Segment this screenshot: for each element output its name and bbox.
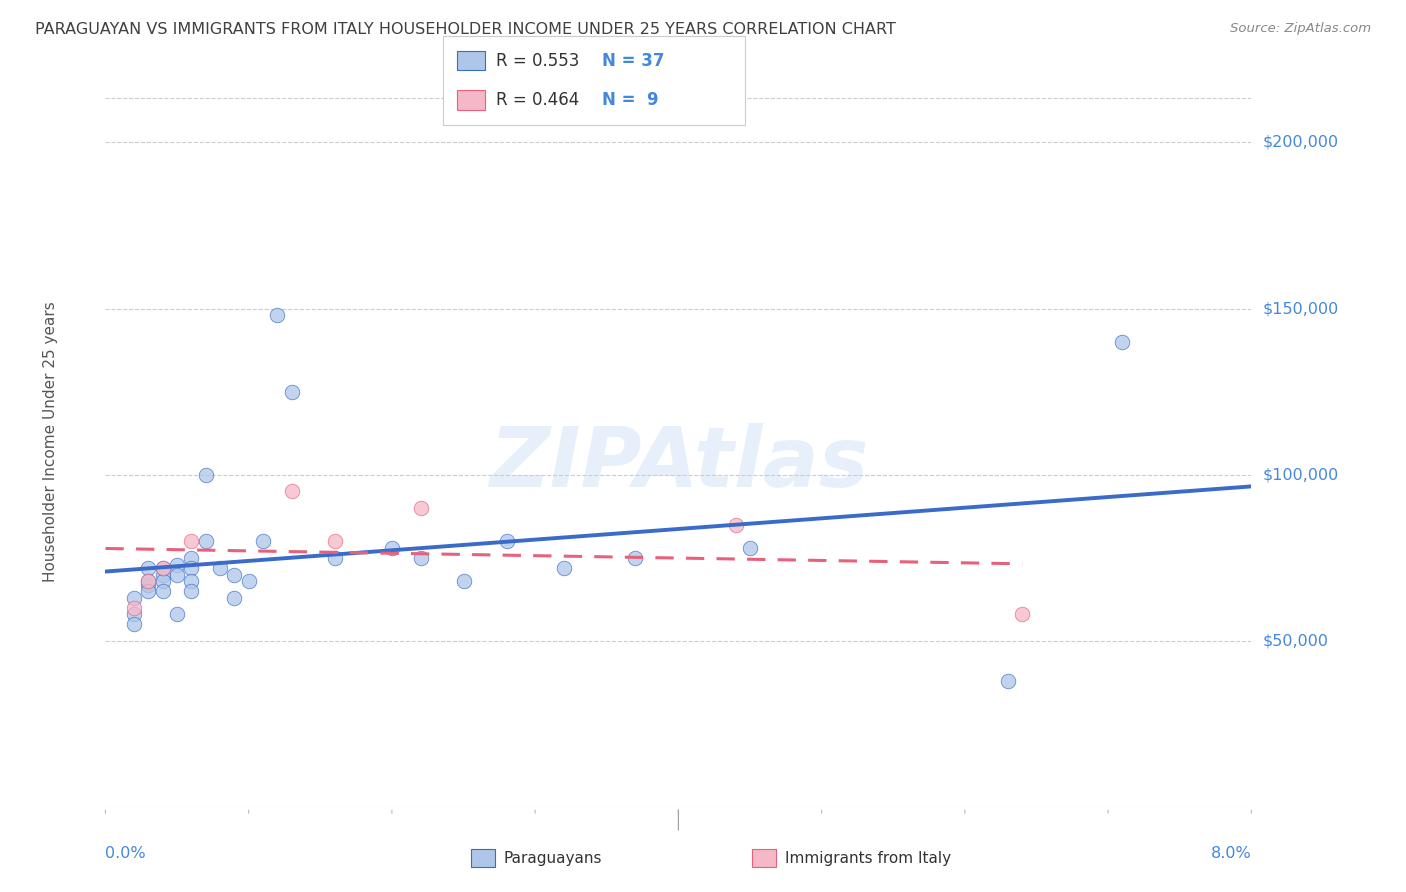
Point bbox=[266, 308, 288, 322]
Point bbox=[122, 617, 145, 632]
Point bbox=[238, 574, 260, 589]
Point bbox=[1011, 607, 1033, 622]
Point bbox=[280, 484, 302, 499]
Point bbox=[453, 574, 475, 589]
Point bbox=[180, 550, 202, 565]
Point bbox=[409, 501, 432, 516]
Point bbox=[138, 577, 160, 591]
Text: $50,000: $50,000 bbox=[1263, 633, 1329, 648]
Text: $100,000: $100,000 bbox=[1263, 467, 1339, 483]
Point bbox=[208, 561, 231, 575]
Point bbox=[138, 584, 160, 599]
Point bbox=[152, 561, 174, 575]
Point bbox=[224, 567, 246, 582]
Point bbox=[166, 607, 188, 622]
Point bbox=[166, 558, 188, 572]
Point bbox=[1111, 334, 1133, 349]
Text: $200,000: $200,000 bbox=[1263, 135, 1339, 150]
Point bbox=[323, 534, 346, 549]
Point bbox=[252, 534, 274, 549]
Point bbox=[166, 567, 188, 582]
Text: PARAGUAYAN VS IMMIGRANTS FROM ITALY HOUSEHOLDER INCOME UNDER 25 YEARS CORRELATIO: PARAGUAYAN VS IMMIGRANTS FROM ITALY HOUS… bbox=[35, 22, 896, 37]
Text: 8.0%: 8.0% bbox=[1211, 847, 1251, 861]
Point bbox=[138, 574, 160, 589]
Point bbox=[280, 384, 302, 399]
Point bbox=[724, 517, 747, 532]
Point bbox=[624, 550, 647, 565]
Text: Source: ZipAtlas.com: Source: ZipAtlas.com bbox=[1230, 22, 1371, 36]
Point bbox=[152, 574, 174, 589]
Text: N = 37: N = 37 bbox=[602, 52, 664, 70]
Point bbox=[495, 534, 517, 549]
Point bbox=[152, 561, 174, 575]
Point bbox=[122, 607, 145, 622]
Point bbox=[138, 574, 160, 589]
Text: 0.0%: 0.0% bbox=[105, 847, 146, 861]
Point bbox=[997, 673, 1019, 688]
Point bbox=[152, 584, 174, 599]
Text: Householder Income Under 25 years: Householder Income Under 25 years bbox=[44, 301, 58, 582]
Point bbox=[409, 550, 432, 565]
Point bbox=[738, 541, 761, 555]
Text: R = 0.464: R = 0.464 bbox=[496, 91, 595, 109]
Text: R = 0.553: R = 0.553 bbox=[496, 52, 596, 70]
Point bbox=[553, 561, 575, 575]
Text: ZIPAtlas: ZIPAtlas bbox=[489, 423, 868, 504]
Text: Immigrants from Italy: Immigrants from Italy bbox=[785, 851, 950, 865]
Point bbox=[180, 534, 202, 549]
Point bbox=[122, 600, 145, 615]
Point bbox=[180, 561, 202, 575]
Text: $150,000: $150,000 bbox=[1263, 301, 1339, 316]
Point bbox=[152, 567, 174, 582]
Point bbox=[138, 561, 160, 575]
Point bbox=[180, 584, 202, 599]
Point bbox=[194, 534, 217, 549]
Text: Paraguayans: Paraguayans bbox=[503, 851, 602, 865]
Point bbox=[224, 591, 246, 605]
Text: N =  9: N = 9 bbox=[602, 91, 658, 109]
Point bbox=[194, 467, 217, 482]
Point bbox=[381, 541, 404, 555]
Point bbox=[180, 574, 202, 589]
Point bbox=[323, 550, 346, 565]
Point bbox=[122, 591, 145, 605]
